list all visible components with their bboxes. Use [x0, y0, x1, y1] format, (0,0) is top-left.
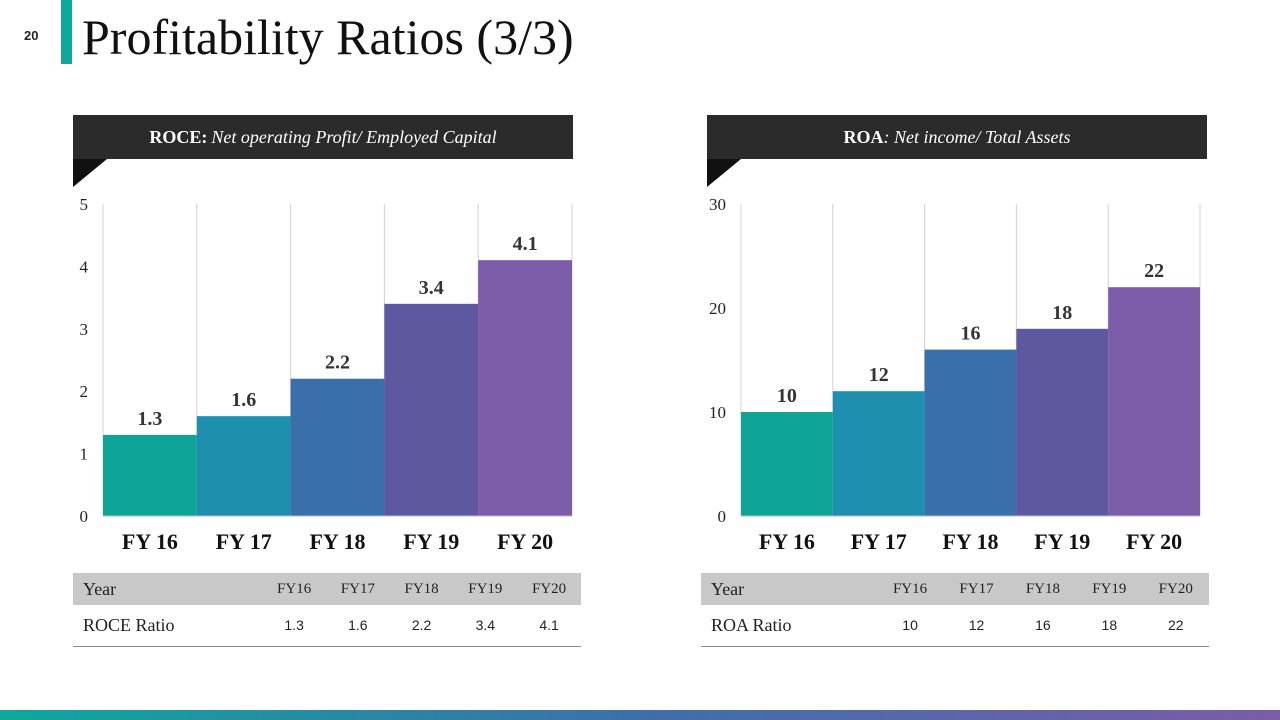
table-cell: 16: [1035, 617, 1051, 634]
data-label: 1.6: [231, 389, 256, 411]
table-cell: 18: [1101, 617, 1118, 634]
table-cell: 3.4: [475, 617, 496, 634]
table-cell: FY17: [959, 580, 994, 597]
data-label: 1.3: [137, 408, 162, 430]
roa-table-header-row: Year FY16 FY17 FY18 FY19 FY20: [701, 573, 1209, 605]
table-cell: 12: [968, 617, 985, 634]
table-cell: ROA Ratio: [711, 614, 792, 635]
x-tick-label: FY 16: [122, 529, 178, 554]
data-label: 2.2: [325, 352, 350, 374]
table-cell: ROCE Ratio: [83, 614, 175, 635]
y-tick-label: 3: [80, 320, 89, 339]
roa-table-value-row: ROA Ratio 10 12 16 18 22: [701, 605, 1209, 646]
roce-header-bold: ROCE:: [149, 126, 208, 147]
table-cell: FY18: [1025, 580, 1060, 597]
table-cell: 2.2: [411, 617, 432, 634]
table-cell: FY18: [404, 580, 439, 597]
title-accent-bar: [61, 0, 72, 64]
roce-header-formula: Net operating Profit/ Employed Capital: [211, 126, 497, 147]
footer-gradient-bar: [0, 710, 1280, 720]
slide-title: Profitability Ratios (3/3): [82, 9, 574, 65]
roa-table: Year FY16 FY17 FY18 FY19 FY20 ROA Ratio …: [701, 573, 1209, 647]
table-cell: Year: [83, 578, 117, 599]
table-cell: 22: [1167, 617, 1184, 634]
roce-table-header-row: Year FY16 FY17 FY18 FY19 FY20: [73, 573, 581, 605]
bar: [103, 434, 197, 516]
table-cell: FY20: [532, 580, 567, 597]
bar: [384, 303, 479, 516]
table-cell: 1.3: [284, 617, 304, 634]
roa-header-bold: ROA: [843, 126, 884, 147]
y-tick-label: 0: [80, 507, 89, 526]
table-cell: Year: [711, 578, 745, 599]
y-tick-label: 4: [80, 257, 89, 276]
table-cell: FY20: [1158, 580, 1193, 597]
y-tick-label: 1: [80, 445, 89, 464]
roa-header: ROA: Net income/ Total Assets: [707, 115, 1207, 159]
data-label: 3.4: [419, 277, 444, 299]
table-cell: 10: [902, 617, 918, 634]
y-tick-label: 5: [80, 195, 89, 214]
table-cell: 1.6: [348, 617, 368, 634]
roa-header-tab: [707, 159, 741, 187]
bar: [478, 260, 572, 516]
roa-header-formula: : Net income/ Total Assets: [883, 126, 1071, 147]
x-tick-label: FY 20: [497, 529, 553, 554]
x-tick-label: FY 17: [216, 529, 272, 554]
x-tick-label: FY 18: [309, 529, 365, 554]
bar: [196, 416, 291, 516]
table-cell: FY17: [340, 580, 375, 597]
data-label: 4.1: [513, 233, 538, 255]
roce-header: ROCE: Net operating Profit/ Employed Capi…: [73, 115, 573, 159]
table-cell: FY19: [468, 580, 503, 597]
x-tick-label: FY 19: [403, 529, 459, 554]
bar: [290, 378, 385, 516]
table-cell: FY19: [1092, 580, 1127, 597]
table-cell: 4.1: [539, 617, 559, 634]
roce-table-value-row: ROCE Ratio 1.3 1.6 2.2 3.4 4.1: [73, 605, 581, 646]
table-cell: FY16: [277, 580, 312, 597]
roce-header-tab: [73, 159, 107, 187]
y-tick-label: 2: [80, 382, 89, 401]
table-cell: FY16: [892, 580, 928, 597]
slide-number: 20: [24, 28, 39, 43]
roce-table: Year FY16 FY17 FY18 FY19 FY20 ROCE Ratio…: [73, 573, 581, 647]
